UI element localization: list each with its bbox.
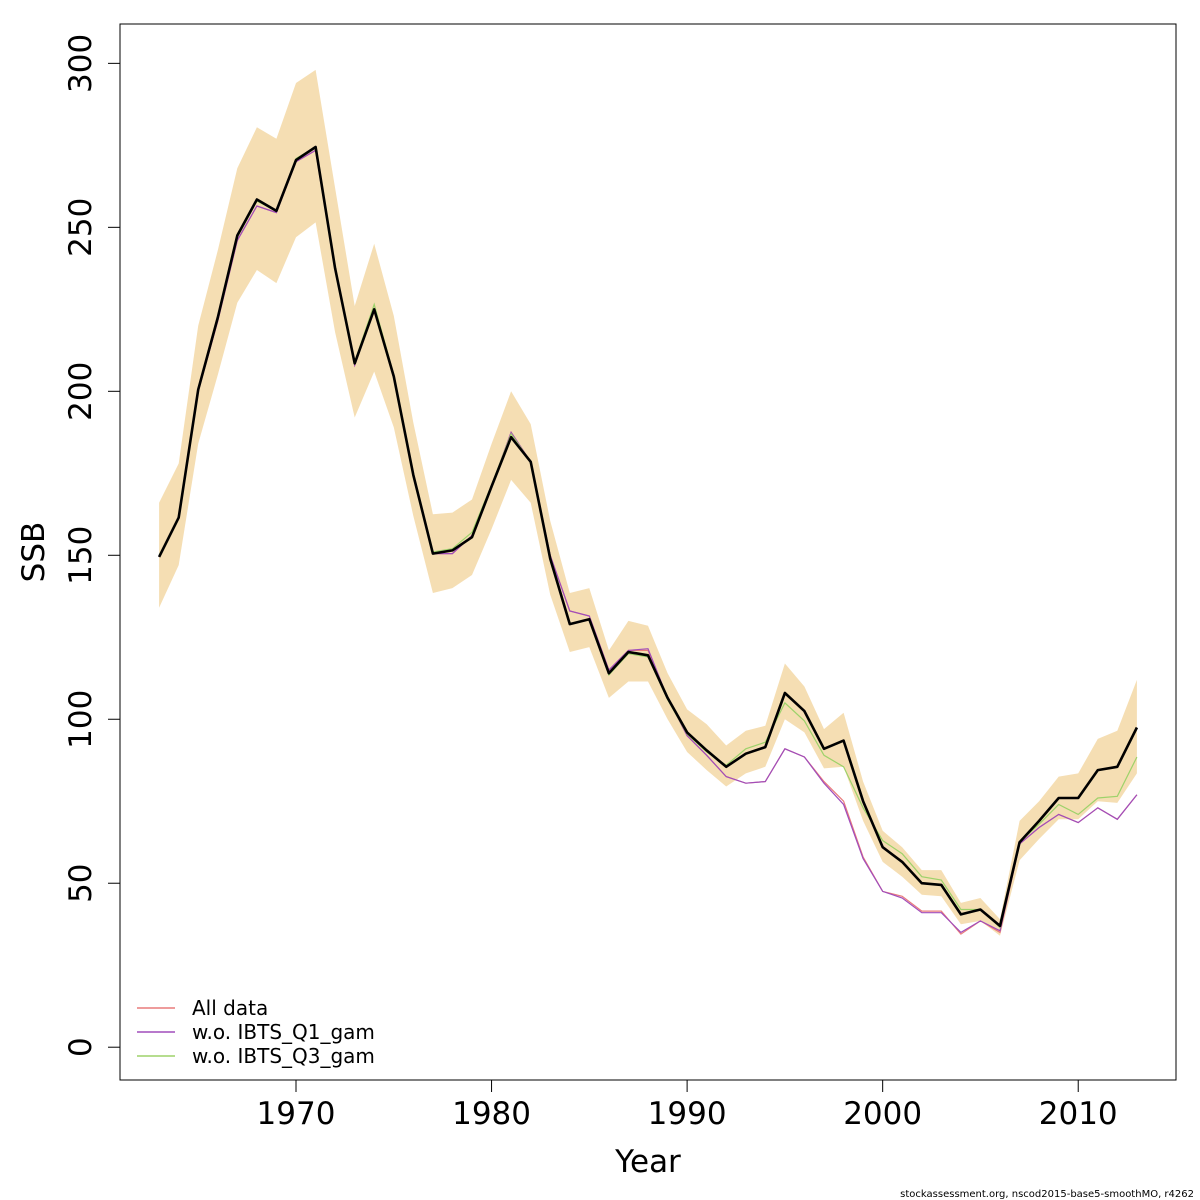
- x-tick-label: 1990: [648, 1096, 727, 1132]
- y-tick-label: 50: [63, 863, 99, 902]
- y-tick-label: 300: [63, 34, 99, 93]
- estimate-line-layer: [157, 145, 1139, 928]
- legend-label: w.o. IBTS_Q3_gam: [192, 1044, 375, 1068]
- y-tick-label: 250: [63, 198, 99, 257]
- y-tick-label: 200: [63, 362, 99, 421]
- series-lines-layer: [158, 146, 1138, 935]
- footer-credit: stockassessment.org, nscod2015-base5-smo…: [900, 1189, 1194, 1200]
- estimate-line: [157, 145, 1139, 928]
- y-tick-label: 0: [63, 1037, 99, 1057]
- y-tick-label: 100: [63, 690, 99, 749]
- legend-label: All data: [192, 996, 268, 1020]
- series-line-1: [158, 149, 1138, 935]
- x-tick-label: 1980: [452, 1096, 531, 1132]
- series-line-3: [158, 146, 1138, 929]
- series-line-2: [158, 149, 1138, 934]
- y-axis: 0 50 100 150 200 250 300: [63, 34, 120, 1057]
- x-tick-label: 1970: [257, 1096, 336, 1132]
- x-axis: 1970 1980 1990 2000 2010: [257, 1080, 1118, 1132]
- x-tick-label: 2000: [843, 1096, 922, 1132]
- x-tick-label: 2010: [1039, 1096, 1118, 1132]
- plot-frame: [119, 23, 1177, 1081]
- confidence-band: [159, 69, 1137, 936]
- y-tick-label: 150: [63, 526, 99, 585]
- legend-label: w.o. IBTS_Q1_gam: [192, 1020, 375, 1044]
- confidence-band-layer: [159, 69, 1137, 936]
- y-axis-title: SSB: [16, 522, 52, 583]
- x-axis-title: Year: [614, 1144, 681, 1180]
